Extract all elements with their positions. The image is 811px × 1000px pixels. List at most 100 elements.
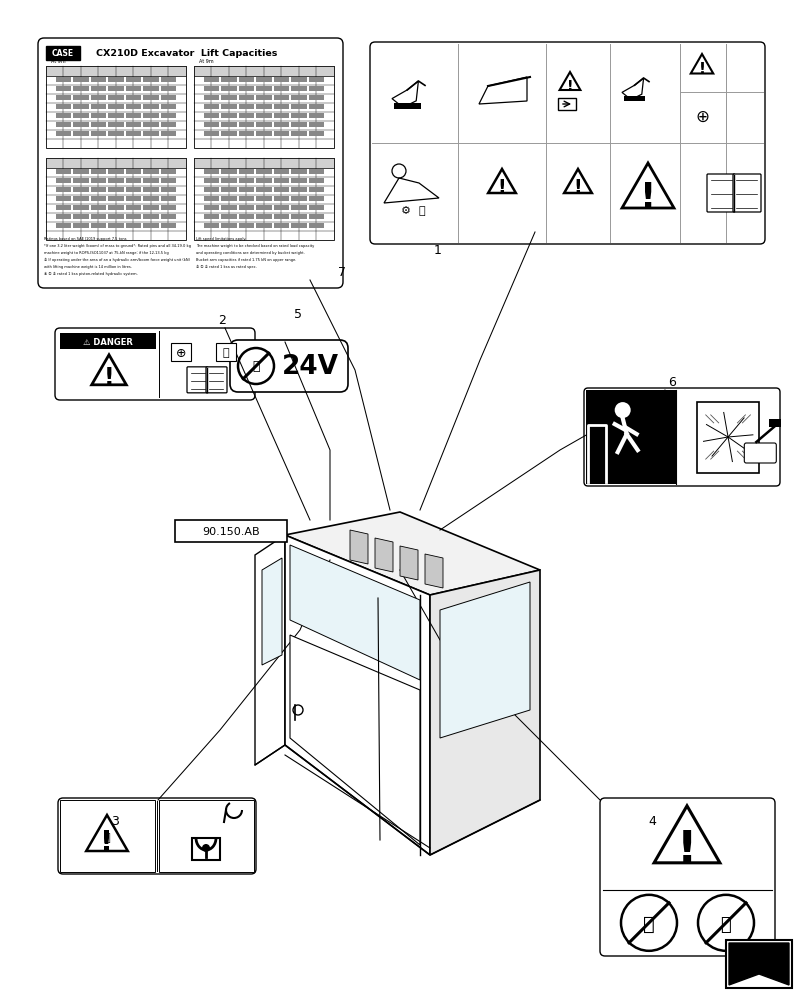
Bar	[216, 343, 236, 361]
Bar	[308, 187, 324, 192]
FancyBboxPatch shape	[58, 798, 255, 874]
Bar	[161, 131, 176, 136]
Text: ⚠ DANGER: ⚠ DANGER	[83, 338, 133, 347]
Bar	[108, 187, 123, 192]
Text: !: !	[573, 178, 581, 197]
Bar	[204, 178, 219, 183]
Bar	[143, 122, 159, 127]
Text: ⑤ ① ② rated 1 ksa as rated spec.: ⑤ ① ② rated 1 ksa as rated spec.	[195, 265, 256, 269]
Bar	[161, 223, 176, 228]
Bar	[194, 158, 333, 168]
Bar	[56, 205, 71, 210]
Bar	[308, 214, 324, 219]
Bar	[161, 196, 176, 201]
Bar	[256, 214, 272, 219]
Text: ⑥ ① ③ rated 1 ksa piston-related hydraulic system.: ⑥ ① ③ rated 1 ksa piston-related hydraul…	[44, 272, 138, 276]
Bar	[256, 113, 272, 118]
Bar	[291, 205, 307, 210]
Text: and operating conditions are determined by bucket weight.: and operating conditions are determined …	[195, 251, 304, 255]
Bar	[56, 178, 71, 183]
Polygon shape	[375, 538, 393, 572]
Bar	[586, 390, 676, 484]
Bar	[221, 122, 237, 127]
Bar	[238, 104, 254, 109]
Bar	[143, 196, 159, 201]
Bar	[256, 178, 272, 183]
Bar	[56, 77, 71, 82]
Bar	[161, 178, 176, 183]
Bar	[91, 214, 106, 219]
Bar	[291, 122, 307, 127]
Bar	[308, 178, 324, 183]
Polygon shape	[440, 582, 530, 738]
Bar	[46, 158, 186, 240]
Bar	[291, 86, 307, 91]
Bar	[238, 86, 254, 91]
Text: ⑤ If operating under the area of an a hydraulic arm/boom force weight unit (kN): ⑤ If operating under the area of an a hy…	[44, 258, 190, 262]
Bar	[143, 223, 159, 228]
Bar	[308, 113, 324, 118]
Bar	[126, 187, 141, 192]
Bar	[238, 196, 254, 201]
Bar	[273, 113, 289, 118]
Bar	[221, 104, 237, 109]
Bar	[161, 214, 176, 219]
Polygon shape	[654, 806, 719, 863]
Bar	[256, 196, 272, 201]
Bar	[221, 196, 237, 201]
Bar	[238, 214, 254, 219]
Polygon shape	[424, 554, 443, 588]
Bar	[273, 104, 289, 109]
FancyBboxPatch shape	[230, 340, 348, 392]
Bar	[108, 131, 123, 136]
Bar	[308, 205, 324, 210]
FancyBboxPatch shape	[583, 388, 779, 486]
Bar	[256, 77, 272, 82]
Text: *If one 3.2 liter weight (boom) of mass to ground*: Rated pins and all 34-19.0 k: *If one 3.2 liter weight (boom) of mass …	[44, 244, 191, 248]
Bar	[91, 223, 106, 228]
Bar	[161, 104, 176, 109]
Bar	[108, 223, 123, 228]
Bar	[273, 205, 289, 210]
Bar	[126, 223, 141, 228]
Polygon shape	[350, 530, 367, 564]
Bar	[126, 86, 141, 91]
Bar	[91, 131, 106, 136]
Bar	[291, 77, 307, 82]
Bar	[557, 98, 575, 110]
Text: 📷: 📷	[222, 348, 230, 358]
Bar	[273, 169, 289, 174]
Bar	[308, 196, 324, 201]
Polygon shape	[564, 169, 591, 193]
Bar	[73, 122, 88, 127]
Bar	[204, 104, 219, 109]
Text: Ratings based on SAE J1019 support 7.5 tons: Ratings based on SAE J1019 support 7.5 t…	[44, 237, 127, 241]
Bar	[204, 77, 219, 82]
Text: 90.150.AB: 90.150.AB	[202, 527, 260, 537]
Bar	[273, 187, 289, 192]
Bar	[143, 113, 159, 118]
Text: 2: 2	[218, 314, 225, 326]
Bar	[108, 77, 123, 82]
Bar	[194, 66, 333, 76]
Bar	[204, 214, 219, 219]
Polygon shape	[487, 169, 515, 193]
Bar	[291, 187, 307, 192]
Bar	[126, 122, 141, 127]
Bar	[221, 214, 237, 219]
Bar	[143, 214, 159, 219]
Bar	[143, 86, 159, 91]
Text: CASE: CASE	[52, 49, 74, 58]
Bar	[91, 196, 106, 201]
Bar	[308, 95, 324, 100]
Text: 4: 4	[647, 815, 655, 828]
Bar	[56, 214, 71, 219]
Polygon shape	[559, 72, 580, 90]
Text: 7: 7	[337, 265, 345, 278]
Polygon shape	[285, 512, 539, 595]
Bar	[221, 95, 237, 100]
Bar	[308, 169, 324, 174]
Circle shape	[293, 705, 303, 715]
Bar	[56, 86, 71, 91]
Bar	[73, 104, 88, 109]
